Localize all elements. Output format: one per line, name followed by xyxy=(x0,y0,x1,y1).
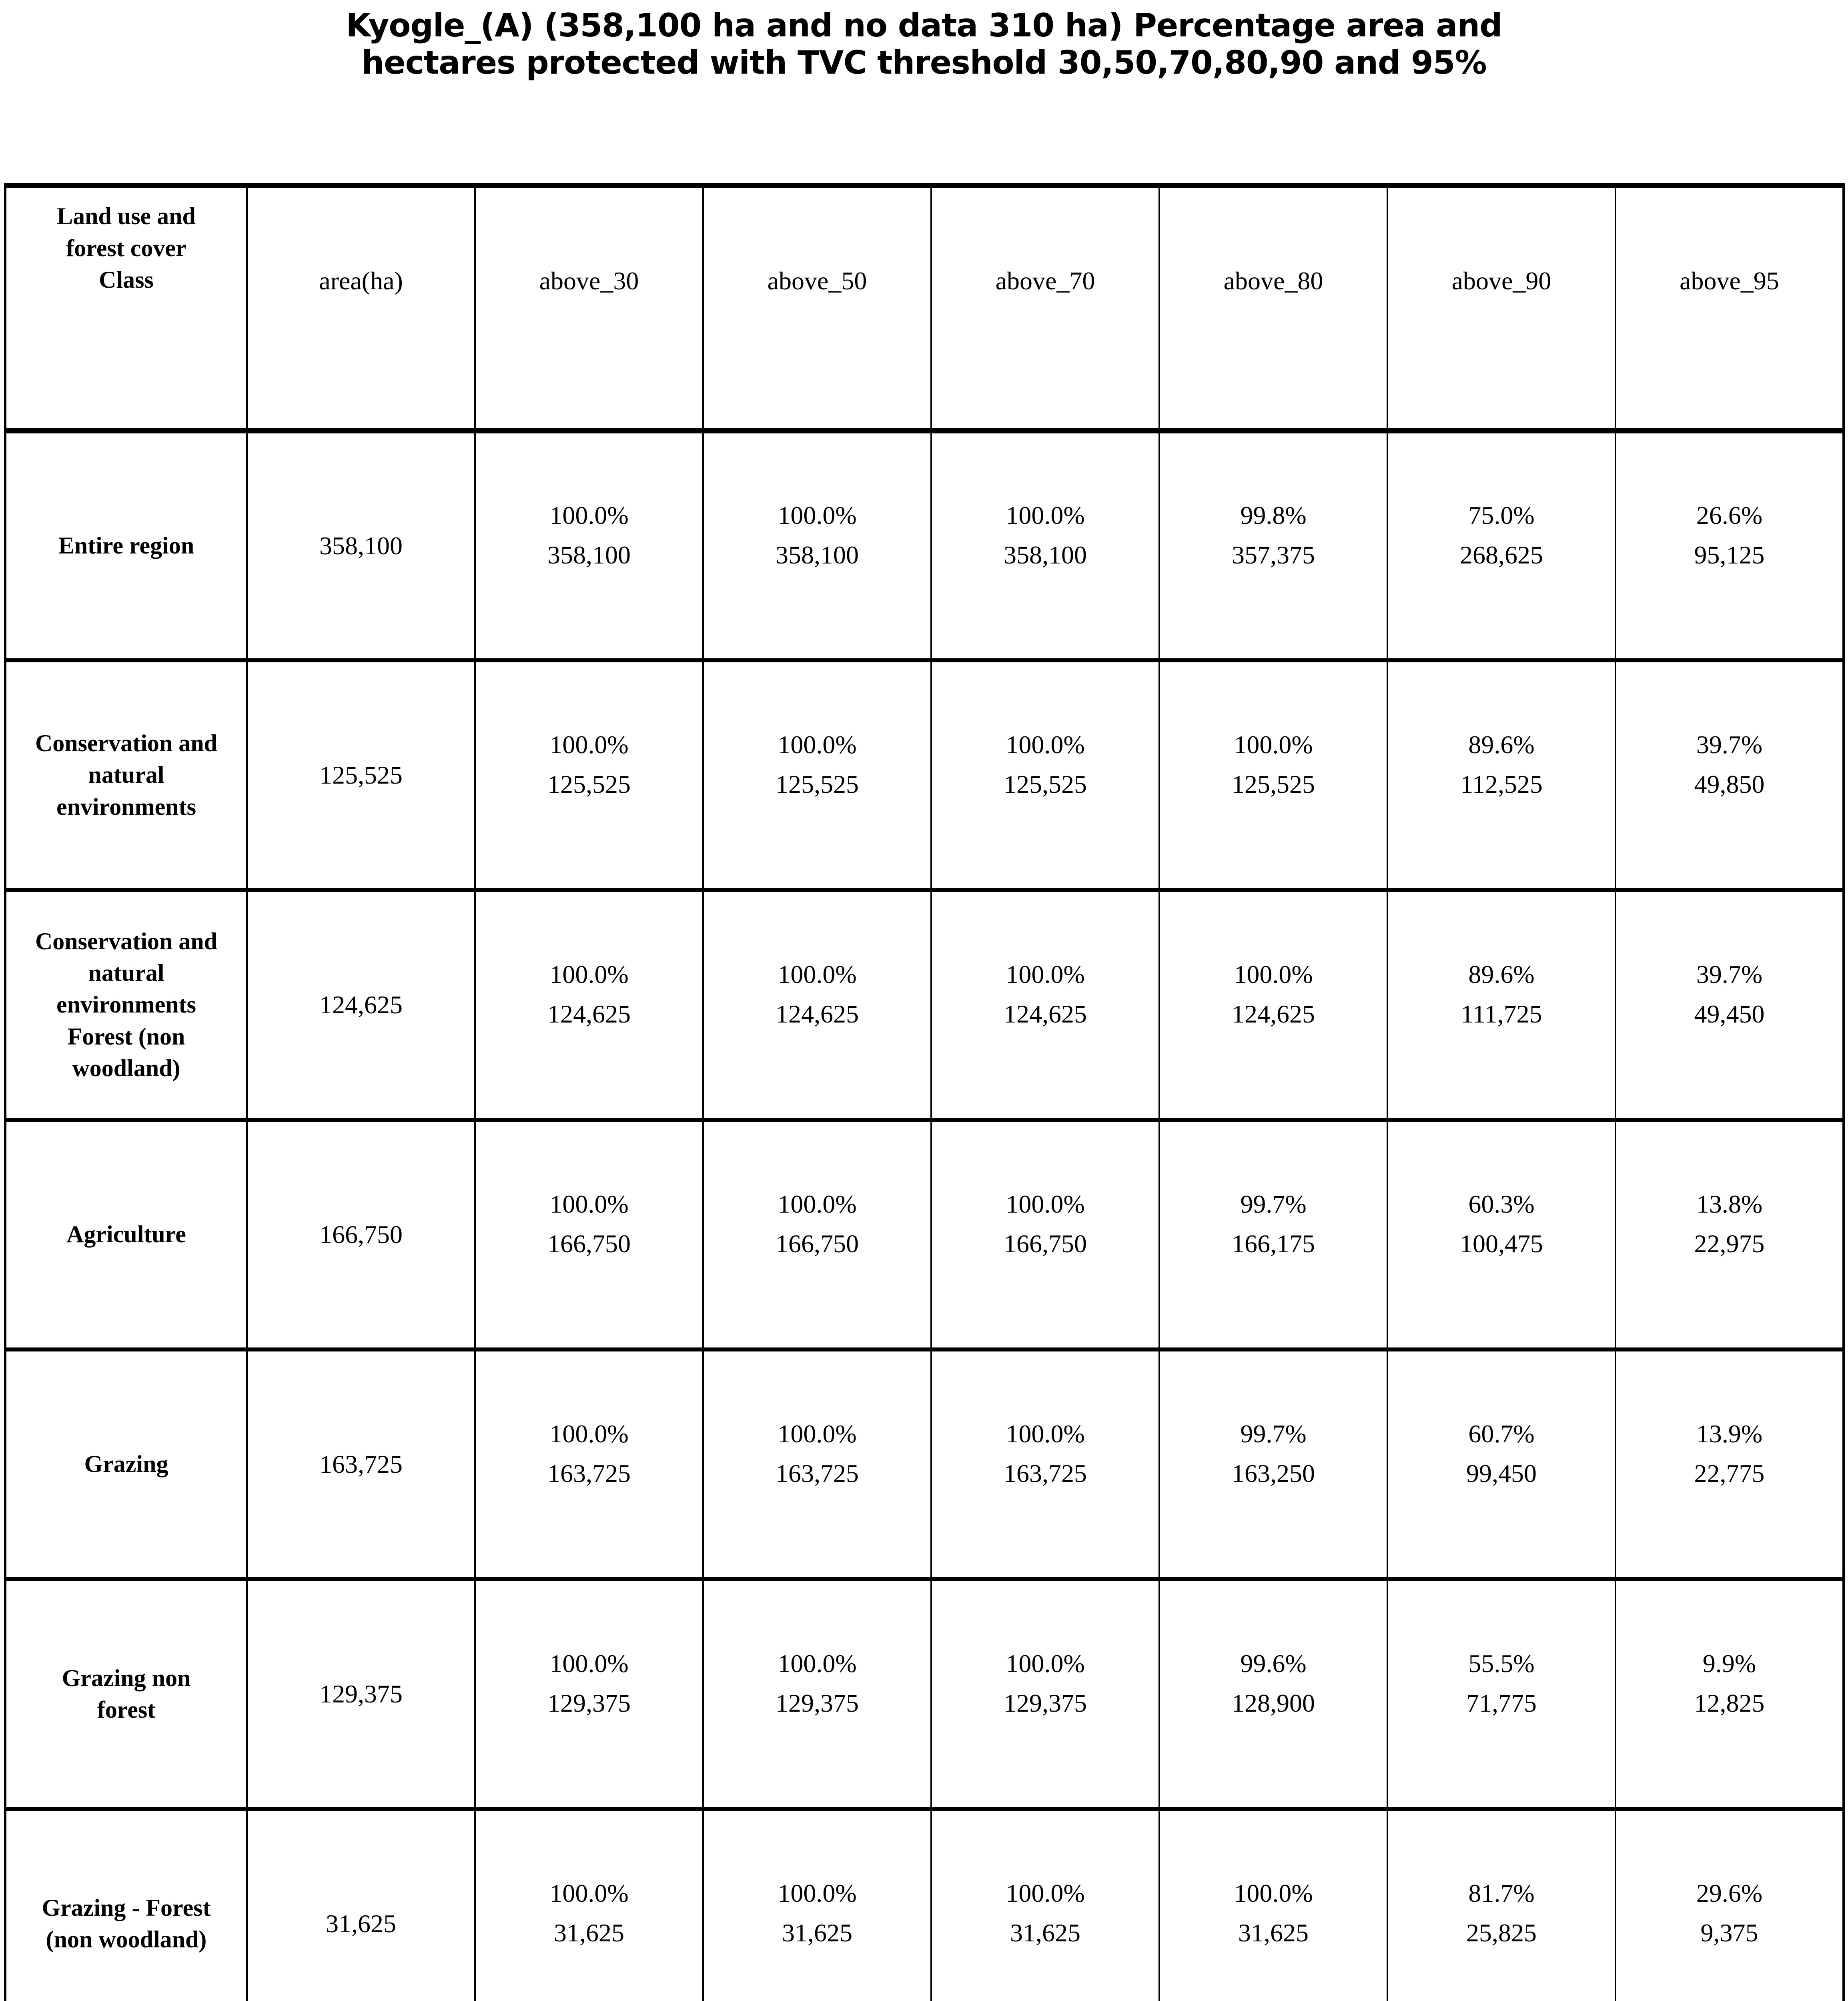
cell-above-30: 100.0% 124,625 xyxy=(474,888,704,1122)
header-above-90: above_90 xyxy=(1387,184,1616,433)
table-header: Land use and forest cover Class area(ha)… xyxy=(4,184,1844,433)
cell-above-70: 100.0% 129,375 xyxy=(930,1577,1160,1811)
cell-above-90: 75.0% 268,625 xyxy=(1387,429,1616,662)
cell-above-80: 100.0% 31,625 xyxy=(1159,1807,1388,2001)
cell-above-95: 9.9% 12,825 xyxy=(1615,1577,1844,1811)
cell-above-90: 81.7% 25,825 xyxy=(1387,1807,1616,2001)
header-above-30: above_30 xyxy=(474,184,704,433)
row-label: Conservation and natural environments Fo… xyxy=(4,888,248,1122)
cell-above-70: 100.0% 166,750 xyxy=(930,1118,1160,1351)
row-label: Conservation and natural environments xyxy=(4,658,248,892)
header-landuse-class: Land use and forest cover Class xyxy=(4,184,248,433)
cell-above-70: 100.0% 358,100 xyxy=(930,429,1160,662)
row-label: Grazing - Forest (non woodland) xyxy=(4,1807,248,2001)
row-label: Grazing xyxy=(4,1347,248,1581)
cell-above-80: 99.7% 163,250 xyxy=(1159,1347,1388,1581)
cell-above-80: 99.6% 128,900 xyxy=(1159,1577,1388,1811)
table-row: Agriculture 166,750 100.0% 166,750 100.0%… xyxy=(4,1118,1844,1351)
cell-above-70: 100.0% 163,725 xyxy=(930,1347,1160,1581)
header-area-ha: area(ha) xyxy=(246,184,476,433)
cell-above-95: 39.7% 49,850 xyxy=(1615,658,1844,892)
cell-above-30: 100.0% 31,625 xyxy=(474,1807,704,2001)
row-area-ha: 31,625 xyxy=(246,1807,476,2001)
cell-above-95: 26.6% 95,125 xyxy=(1615,429,1844,662)
table-row: Conservation and natural environments 12… xyxy=(4,658,1844,892)
row-label: Entire region xyxy=(4,429,248,662)
cell-above-70: 100.0% 124,625 xyxy=(930,888,1160,1122)
cell-above-80: 99.8% 357,375 xyxy=(1159,429,1388,662)
cell-above-50: 100.0% 124,625 xyxy=(702,888,932,1122)
row-area-ha: 163,725 xyxy=(246,1347,476,1581)
cell-above-50: 100.0% 358,100 xyxy=(702,429,932,662)
cell-above-90: 60.3% 100,475 xyxy=(1387,1118,1616,1351)
cell-above-30: 100.0% 125,525 xyxy=(474,658,704,892)
cell-above-80: 99.7% 166,175 xyxy=(1159,1118,1388,1351)
tvc-threshold-table: Land use and forest cover Class area(ha)… xyxy=(4,183,1845,2001)
header-above-50: above_50 xyxy=(702,184,932,433)
header-above-80: above_80 xyxy=(1159,184,1388,433)
cell-above-50: 100.0% 125,525 xyxy=(702,658,932,892)
cell-above-95: 13.9% 22,775 xyxy=(1615,1347,1844,1581)
table-row: Entire region 358,100 100.0% 358,100 100.… xyxy=(4,429,1844,662)
header-row: Land use and forest cover Class area(ha)… xyxy=(4,184,1844,433)
table-row: Grazing - Forest (non woodland) 31,625 1… xyxy=(4,1807,1844,2001)
table-row: Grazing non forest 129,375 100.0% 129,375… xyxy=(4,1577,1844,1811)
cell-above-80: 100.0% 124,625 xyxy=(1159,888,1388,1122)
table-row: Conservation and natural environments Fo… xyxy=(4,888,1844,1122)
page-title: Kyogle_(A) (358,100 ha and no data 310 h… xyxy=(346,7,1502,81)
row-label: Grazing non forest xyxy=(4,1577,248,1811)
row-area-ha: 166,750 xyxy=(246,1118,476,1351)
cell-above-90: 89.6% 111,725 xyxy=(1387,888,1616,1122)
cell-above-50: 100.0% 31,625 xyxy=(702,1807,932,2001)
row-area-ha: 124,625 xyxy=(246,888,476,1122)
row-area-ha: 358,100 xyxy=(246,429,476,662)
cell-above-90: 55.5% 71,775 xyxy=(1387,1577,1616,1811)
cell-above-90: 60.7% 99,450 xyxy=(1387,1347,1616,1581)
cell-above-95: 29.6% 9,375 xyxy=(1615,1807,1844,2001)
cell-above-50: 100.0% 129,375 xyxy=(702,1577,932,1811)
cell-above-30: 100.0% 163,725 xyxy=(474,1347,704,1581)
cell-above-30: 100.0% 358,100 xyxy=(474,429,704,662)
row-label: Agriculture xyxy=(4,1118,248,1351)
cell-above-50: 100.0% 163,725 xyxy=(702,1347,932,1581)
cell-above-90: 89.6% 112,525 xyxy=(1387,658,1616,892)
cell-above-80: 100.0% 125,525 xyxy=(1159,658,1388,892)
table-row: Grazing 163,725 100.0% 163,725 100.0% 163,… xyxy=(4,1347,1844,1581)
cell-above-50: 100.0% 166,750 xyxy=(702,1118,932,1351)
cell-above-30: 100.0% 166,750 xyxy=(474,1118,704,1351)
cell-above-70: 100.0% 31,625 xyxy=(930,1807,1160,2001)
cell-above-30: 100.0% 129,375 xyxy=(474,1577,704,1811)
cell-above-70: 100.0% 125,525 xyxy=(930,658,1160,892)
row-area-ha: 129,375 xyxy=(246,1577,476,1811)
header-above-70: above_70 xyxy=(930,184,1160,433)
row-area-ha: 125,525 xyxy=(246,658,476,892)
cell-above-95: 39.7% 49,450 xyxy=(1615,888,1844,1122)
table-body: Entire region 358,100 100.0% 358,100 100.… xyxy=(4,429,1844,2001)
header-above-95: above_95 xyxy=(1615,184,1844,433)
cell-above-95: 13.8% 22,975 xyxy=(1615,1118,1844,1351)
